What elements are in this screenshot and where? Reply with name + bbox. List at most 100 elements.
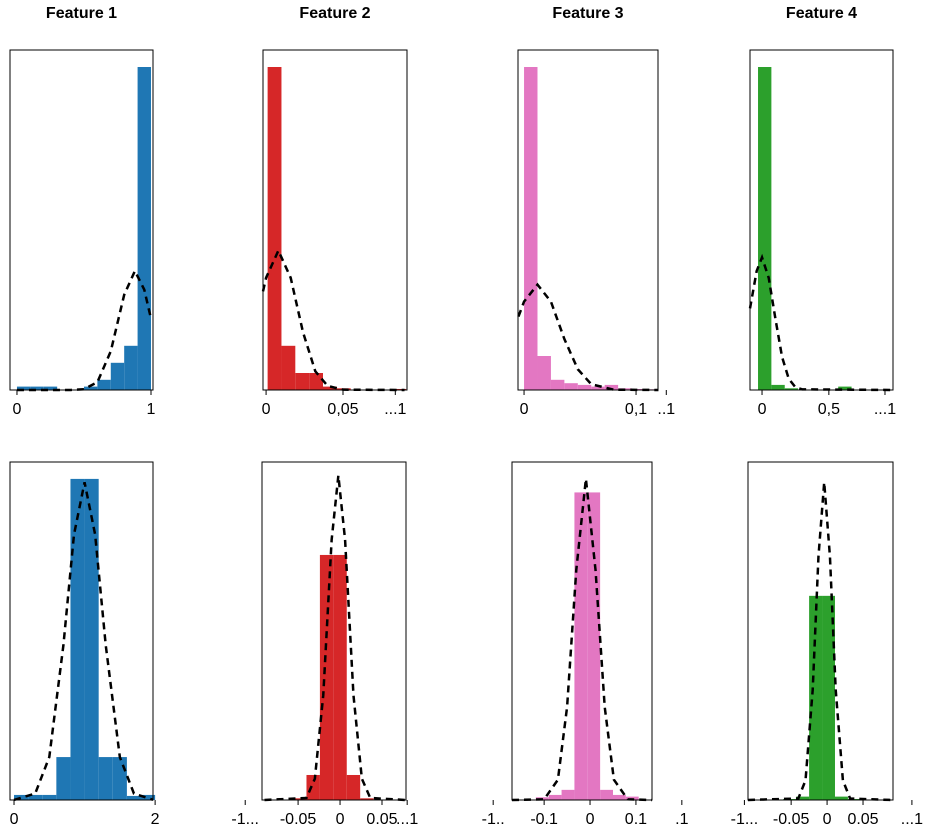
bar xyxy=(43,386,58,390)
bar xyxy=(30,386,44,390)
bar xyxy=(309,373,323,390)
x-tick-label: ...1 xyxy=(901,811,923,828)
plot-frame xyxy=(9,461,154,801)
x-tick-label: ...1 xyxy=(396,811,418,828)
bar xyxy=(809,595,823,800)
bar xyxy=(42,794,57,800)
x-tick-label: 0 xyxy=(823,811,832,828)
chart-title: Feature 4 xyxy=(786,5,857,22)
bar xyxy=(784,388,799,390)
bar xyxy=(537,356,551,390)
plot-frame xyxy=(511,461,653,801)
bar xyxy=(28,794,43,800)
plot-frame xyxy=(749,49,894,391)
x-tick-label: 0 xyxy=(13,401,22,418)
bar xyxy=(360,798,374,800)
bar xyxy=(14,794,29,800)
bar xyxy=(112,757,127,800)
x-tick-label: .1 xyxy=(675,811,688,828)
bar xyxy=(604,384,619,390)
x-tick-label: 0,1 xyxy=(625,401,647,418)
x-tick-label: 0 xyxy=(586,811,595,828)
bar xyxy=(524,67,538,390)
x-tick-label: 0 xyxy=(336,811,345,828)
x-tick-label: -1... xyxy=(231,811,259,828)
bar xyxy=(346,774,361,800)
density-curve xyxy=(264,475,406,802)
x-tick-label: -0.05 xyxy=(773,811,810,828)
bar xyxy=(591,386,605,390)
bar xyxy=(16,386,31,390)
bar xyxy=(574,492,588,800)
bar xyxy=(564,383,578,390)
bar xyxy=(333,554,347,800)
x-tick-label: -0.1 xyxy=(530,811,558,828)
x-tick-label: 0 xyxy=(10,811,19,828)
bar xyxy=(758,67,772,390)
bar xyxy=(124,345,138,390)
density-curve xyxy=(511,478,653,802)
bar xyxy=(293,798,307,800)
bar xyxy=(612,794,626,800)
plot-frame xyxy=(261,461,407,801)
bar xyxy=(281,345,296,390)
bar xyxy=(295,373,310,390)
plot-frame xyxy=(747,461,894,801)
bar xyxy=(392,388,407,390)
chart-title: Feature 2 xyxy=(299,5,370,22)
bar xyxy=(97,379,111,390)
bar xyxy=(126,795,142,800)
bar xyxy=(600,789,613,800)
bar xyxy=(838,386,852,390)
bar xyxy=(796,796,810,800)
bar xyxy=(83,386,98,390)
bar xyxy=(319,554,334,800)
bar xyxy=(137,67,151,390)
x-tick-label: 1 xyxy=(147,401,156,418)
x-tick-label: ..1 xyxy=(657,401,675,418)
x-tick-label: 0 xyxy=(758,401,767,418)
x-tick-label: 0.05 xyxy=(847,811,878,828)
bar xyxy=(587,492,601,800)
x-tick-label: ...1 xyxy=(384,401,406,418)
bar xyxy=(70,478,85,800)
bar xyxy=(306,774,320,800)
density-curve xyxy=(517,282,659,392)
bar xyxy=(56,757,71,800)
density-curve xyxy=(13,482,154,802)
x-tick-label: 0,05 xyxy=(327,401,358,418)
x-tick-label: 0 xyxy=(520,401,529,418)
bar xyxy=(577,384,592,390)
bar xyxy=(834,796,848,800)
bar xyxy=(548,794,562,800)
bar xyxy=(323,386,337,390)
bar xyxy=(84,478,99,800)
plot-frame xyxy=(517,49,659,391)
x-tick-label: -1... xyxy=(731,811,759,828)
bar xyxy=(141,794,156,800)
bar xyxy=(561,789,575,800)
bar xyxy=(267,67,282,390)
x-tick-label: -0.05 xyxy=(280,811,317,828)
plot-frame xyxy=(262,49,408,391)
chart-title: Feature 3 xyxy=(552,5,623,22)
bar xyxy=(550,379,565,390)
bar xyxy=(98,757,113,800)
x-tick-label: 2 xyxy=(151,811,160,828)
x-tick-label: 0 xyxy=(262,401,271,418)
x-tick-label: ...1 xyxy=(874,401,896,418)
bar xyxy=(847,798,861,800)
x-tick-label: 0.05 xyxy=(366,811,397,828)
bar xyxy=(631,388,646,390)
bar xyxy=(110,362,125,390)
x-tick-label: 0.1 xyxy=(625,811,647,828)
x-tick-label: -1.. xyxy=(482,811,505,828)
chart-title: Feature 1 xyxy=(46,5,117,22)
bar xyxy=(822,595,835,800)
bar xyxy=(771,384,785,390)
plot-frame xyxy=(9,49,154,391)
density-curve xyxy=(748,253,892,392)
density-curve xyxy=(747,482,892,802)
x-tick-label: 0,5 xyxy=(818,401,840,418)
